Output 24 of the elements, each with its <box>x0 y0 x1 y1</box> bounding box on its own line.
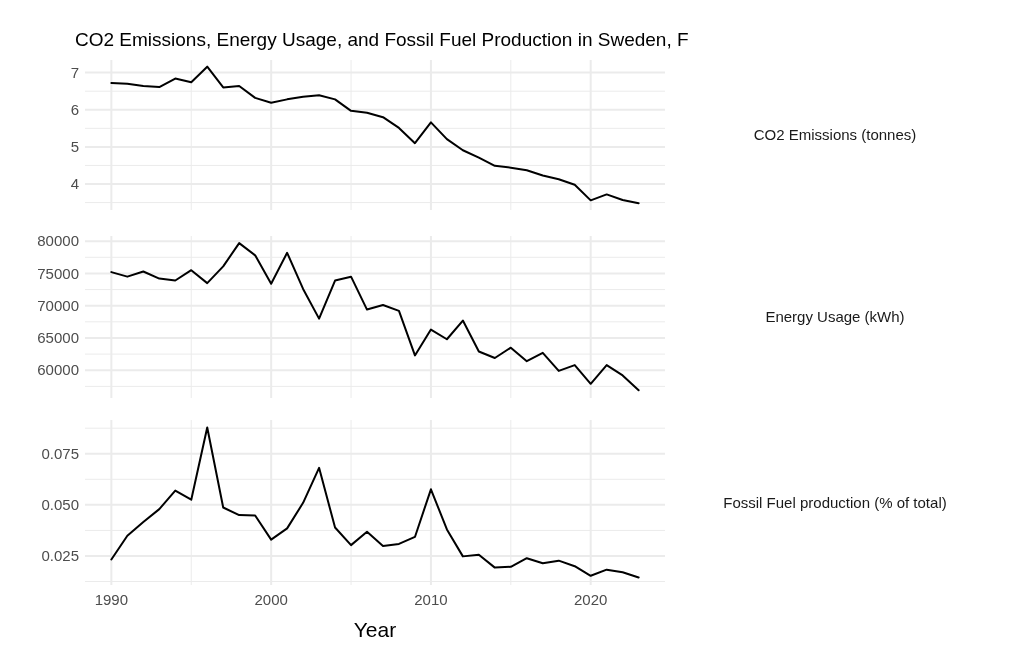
x-tick-label: 1990 <box>94 591 129 608</box>
line-series <box>110 65 640 205</box>
x-tick-label: 2020 <box>574 591 608 608</box>
line-series <box>110 242 640 392</box>
y-axis-title: CO2 Emissions (tonnes) <box>753 126 917 144</box>
y-tick-label: 6 <box>70 101 79 118</box>
x-tick-label: 2010 <box>414 591 448 608</box>
y-tick-label: 70000 <box>37 296 79 314</box>
y-tick-label: 5 <box>70 138 79 156</box>
y-tick-label: 0.075 <box>41 444 79 462</box>
y-tick-label: 65000 <box>37 329 79 347</box>
y-tick-label: 80000 <box>37 232 79 250</box>
x-tick-label: 2000 <box>254 591 288 608</box>
y-tick-label: 0.025 <box>41 547 79 565</box>
y-tick-label: 4 <box>70 175 79 193</box>
y-tick-label: 60000 <box>37 361 79 379</box>
y-tick-label: 75000 <box>37 264 79 282</box>
y-tick-label: 7 <box>70 63 79 81</box>
y-tick-label: 0.050 <box>41 496 79 514</box>
chart-title: CO2 Emissions, Energy Usage, and Fossil Fuel Production in Sweden, F <box>75 29 689 50</box>
x-axis-title: Year <box>353 618 397 641</box>
line-series <box>110 426 640 579</box>
y-axis-title: Energy Usage (kWh) <box>765 308 905 326</box>
y-axis-title: Fossil Fuel production (% of total) <box>723 493 947 511</box>
